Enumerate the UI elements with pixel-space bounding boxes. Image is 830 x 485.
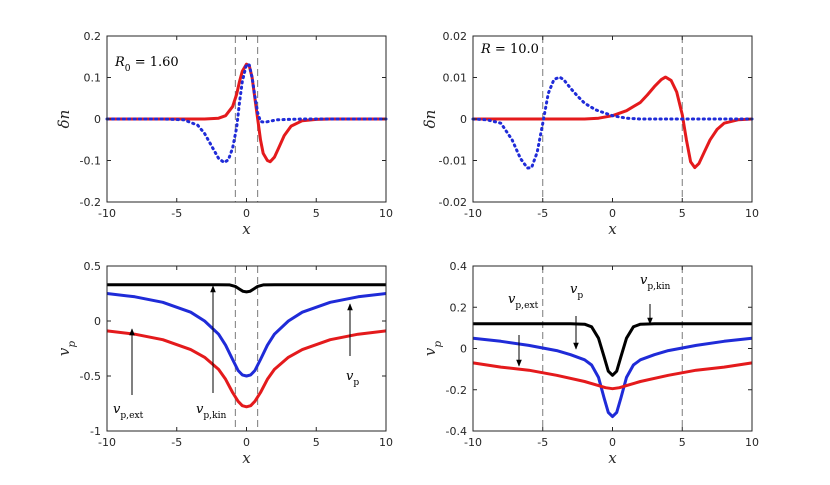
y-tick-label: -0.5 (80, 370, 101, 383)
series-v-p (472, 336, 753, 419)
series-v-p-ext (106, 329, 387, 409)
x-tick-label: 0 (243, 436, 250, 449)
x-tick-label: 0 (243, 207, 250, 220)
panel-3: -10 -5 0 5 10 -1 -0.5 0 0.5 x vp vp,ext vp,kin vp (55, 260, 393, 467)
panel-1: -10 -5 0 5 10 -0.2 -0.1 0 0.1 0.2 x δn R0 = 1.60 (55, 30, 393, 238)
x-tick-label: -5 (171, 207, 182, 220)
y-tick-label: 0 (460, 113, 467, 126)
label-v-p-ext: vp,ext (508, 292, 539, 311)
label-v-p-kin: vp,kin (196, 402, 226, 421)
label-v-p-kin: vp,kin (640, 273, 670, 292)
x-tick-label: 0 (609, 207, 616, 220)
series-v-p-kin (107, 283, 386, 294)
x-tick-label: -10 (464, 207, 482, 220)
label-v-p-ext: vp,ext (113, 402, 144, 421)
x-axis-label: x (242, 220, 251, 238)
y-tick-label: 0 (94, 315, 101, 328)
series-2 (105, 62, 388, 165)
x-tick-label: -5 (537, 436, 548, 449)
x-tick-label: 10 (745, 436, 759, 449)
y-tick-label: -0.02 (439, 196, 467, 209)
x-axis-label: x (608, 220, 617, 238)
panel-4: -10 -5 0 5 10 -0.4 -0.2 0 0.2 0.4 x vp vp,ext vp vp,ki… (421, 260, 759, 467)
parameter-annotation: R = 10.0 (480, 42, 539, 57)
plot-area (473, 266, 752, 431)
x-tick-label: 5 (679, 207, 686, 220)
y-tick-label: 0.1 (84, 72, 102, 85)
panel-2: -10 -5 0 5 10 -0.02 -0.01 0 0.01 0.02 x δn R = 10.0 (421, 30, 759, 238)
label-v-p: vp (570, 282, 583, 301)
y-tick-label: 0.2 (450, 301, 468, 314)
y-tick-label: -0.01 (439, 155, 467, 168)
x-tick-label: 5 (313, 207, 320, 220)
y-tick-label: 0.4 (450, 260, 468, 273)
x-axis-label: x (242, 449, 251, 467)
plot-area (107, 266, 386, 431)
x-tick-label: 10 (379, 207, 393, 220)
series-v-p-kin (473, 322, 752, 377)
y-tick-label: 0.2 (84, 30, 102, 43)
y-tick-label: 0 (94, 113, 101, 126)
y-tick-label: 0 (460, 343, 467, 356)
y-tick-label: -0.2 (446, 384, 467, 397)
x-tick-label: 0 (609, 436, 616, 449)
y-tick-label: -0.1 (80, 155, 101, 168)
y-axis-label: δn (55, 110, 73, 129)
y-tick-label: 0.01 (443, 72, 468, 85)
label-v-p: vp (346, 369, 359, 388)
y-axis-label: δn (421, 110, 439, 129)
x-tick-label: -5 (537, 207, 548, 220)
y-tick-label: 0.02 (443, 30, 468, 43)
series-v-p (106, 292, 387, 378)
x-axis-label: x (608, 449, 617, 467)
x-tick-label: -10 (98, 436, 116, 449)
x-tick-label: -10 (464, 436, 482, 449)
y-axis-label: vp (421, 341, 444, 356)
parameter-annotation: R0 = 1.60 (114, 55, 179, 74)
y-tick-label: 0.5 (84, 260, 102, 273)
y-tick-label: -0.4 (446, 425, 467, 438)
x-tick-label: 5 (313, 436, 320, 449)
x-tick-label: -10 (98, 207, 116, 220)
series-1 (473, 75, 753, 170)
y-axis-label: vp (55, 341, 78, 356)
x-tick-label: -5 (171, 436, 182, 449)
y-tick-label: -0.2 (80, 196, 101, 209)
x-tick-label: 10 (745, 207, 759, 220)
x-tick-label: 10 (379, 436, 393, 449)
y-tick-label: -1 (90, 425, 101, 438)
x-tick-label: 5 (679, 436, 686, 449)
series-2 (471, 75, 754, 170)
series-v-p-ext (472, 361, 753, 391)
